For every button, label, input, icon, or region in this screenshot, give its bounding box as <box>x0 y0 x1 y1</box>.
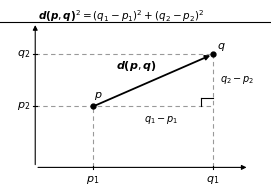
Text: $q_1 - p_1$: $q_1 - p_1$ <box>144 114 178 126</box>
Text: $p_1$: $p_1$ <box>86 174 100 186</box>
Text: $q$: $q$ <box>217 41 226 53</box>
Text: $q_1$: $q_1$ <box>206 174 220 186</box>
Text: $p_2$: $p_2$ <box>17 100 30 113</box>
Text: $\boldsymbol{d(p,q)}$: $\boldsymbol{d(p,q)}$ <box>116 59 157 73</box>
Text: $q_2$: $q_2$ <box>17 48 30 60</box>
Text: $q_2 - p_2$: $q_2 - p_2$ <box>220 74 254 86</box>
Text: $p$: $p$ <box>94 90 103 102</box>
Text: $\boldsymbol{d(p,q)}^2 = (q_1-p_1)^2+(q_2-p_2)^2$: $\boldsymbol{d(p,q)}^2 = (q_1-p_1)^2+(q_… <box>38 8 204 24</box>
